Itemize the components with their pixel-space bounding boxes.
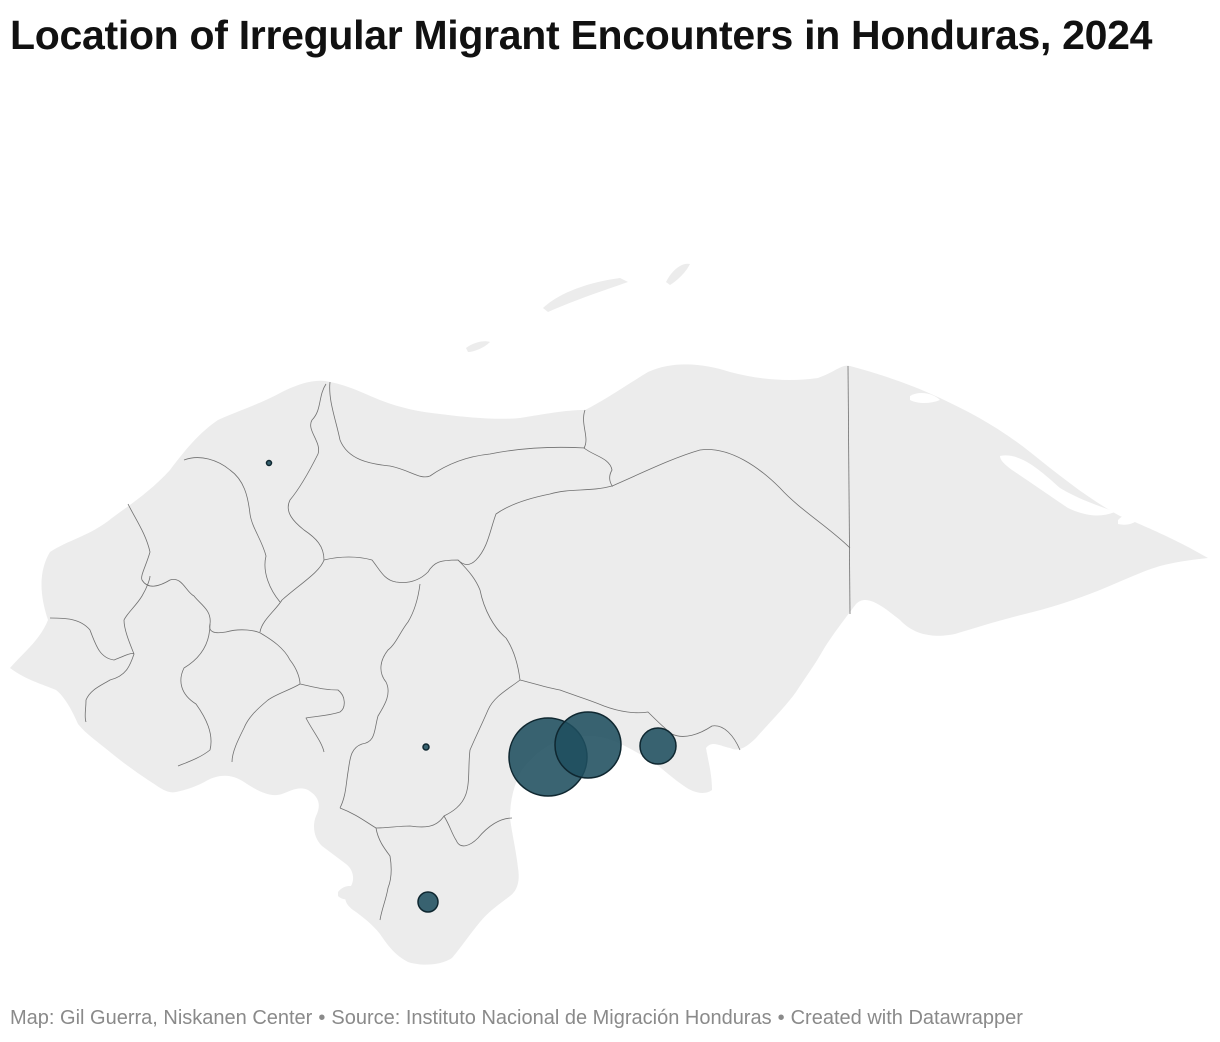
island-roatan bbox=[543, 278, 628, 312]
bubble-el-paraiso[interactable] bbox=[639, 727, 677, 765]
border-colon-yoro bbox=[583, 409, 613, 487]
map-footer: Map: Gil Guerra, Niskanen Center • Source:… bbox=[10, 1007, 1023, 1030]
border-cortes-west bbox=[259, 383, 327, 633]
border-lempira bbox=[84, 653, 135, 723]
bubble-choluteca[interactable] bbox=[417, 891, 439, 913]
border-yoro-south bbox=[457, 485, 613, 565]
honduras-map bbox=[10, 263, 1208, 965]
border-el-paraiso bbox=[519, 679, 741, 751]
datawrapper-credit: Created with Datawrapper bbox=[790, 1007, 1023, 1029]
source-credit: Source: Instituto Nacional de Migración … bbox=[331, 1007, 772, 1029]
footer-separator: • bbox=[777, 1007, 785, 1029]
border-yoro-atlantida bbox=[329, 381, 586, 478]
bubble-danli[interactable] bbox=[554, 711, 622, 779]
border-santa-barbara bbox=[183, 457, 281, 603]
department-borders bbox=[49, 365, 851, 921]
lagoon-north bbox=[910, 393, 940, 403]
border-valle bbox=[375, 827, 392, 921]
border-comayagua-east bbox=[323, 556, 481, 591]
honduras-land bbox=[10, 364, 1208, 965]
border-gracias-a-dios bbox=[847, 365, 851, 615]
island-zacate-grande bbox=[338, 886, 360, 900]
bubble-san-pedro-sula[interactable] bbox=[265, 459, 273, 467]
lagoon-east bbox=[1118, 512, 1142, 525]
border-la-paz bbox=[231, 683, 301, 763]
footer-separator: • bbox=[318, 1007, 326, 1029]
map-title: Location of Irregular Migrant Encounters… bbox=[10, 12, 1153, 58]
lagoon-caratasca bbox=[1000, 455, 1115, 516]
border-comayagua-west bbox=[225, 629, 345, 753]
border-francisco-morazan-east bbox=[443, 589, 521, 817]
island-guanaja bbox=[666, 263, 690, 285]
encounter-bubbles bbox=[265, 459, 677, 913]
border-olancho-north bbox=[611, 449, 851, 549]
border-francisco-morazan-west bbox=[339, 583, 421, 809]
bubble-tegucigalpa[interactable] bbox=[422, 743, 430, 751]
map-credit: Map: Gil Guerra, Niskanen Center bbox=[10, 1007, 313, 1029]
border-intibuca bbox=[177, 623, 212, 767]
island-utila bbox=[466, 341, 490, 352]
